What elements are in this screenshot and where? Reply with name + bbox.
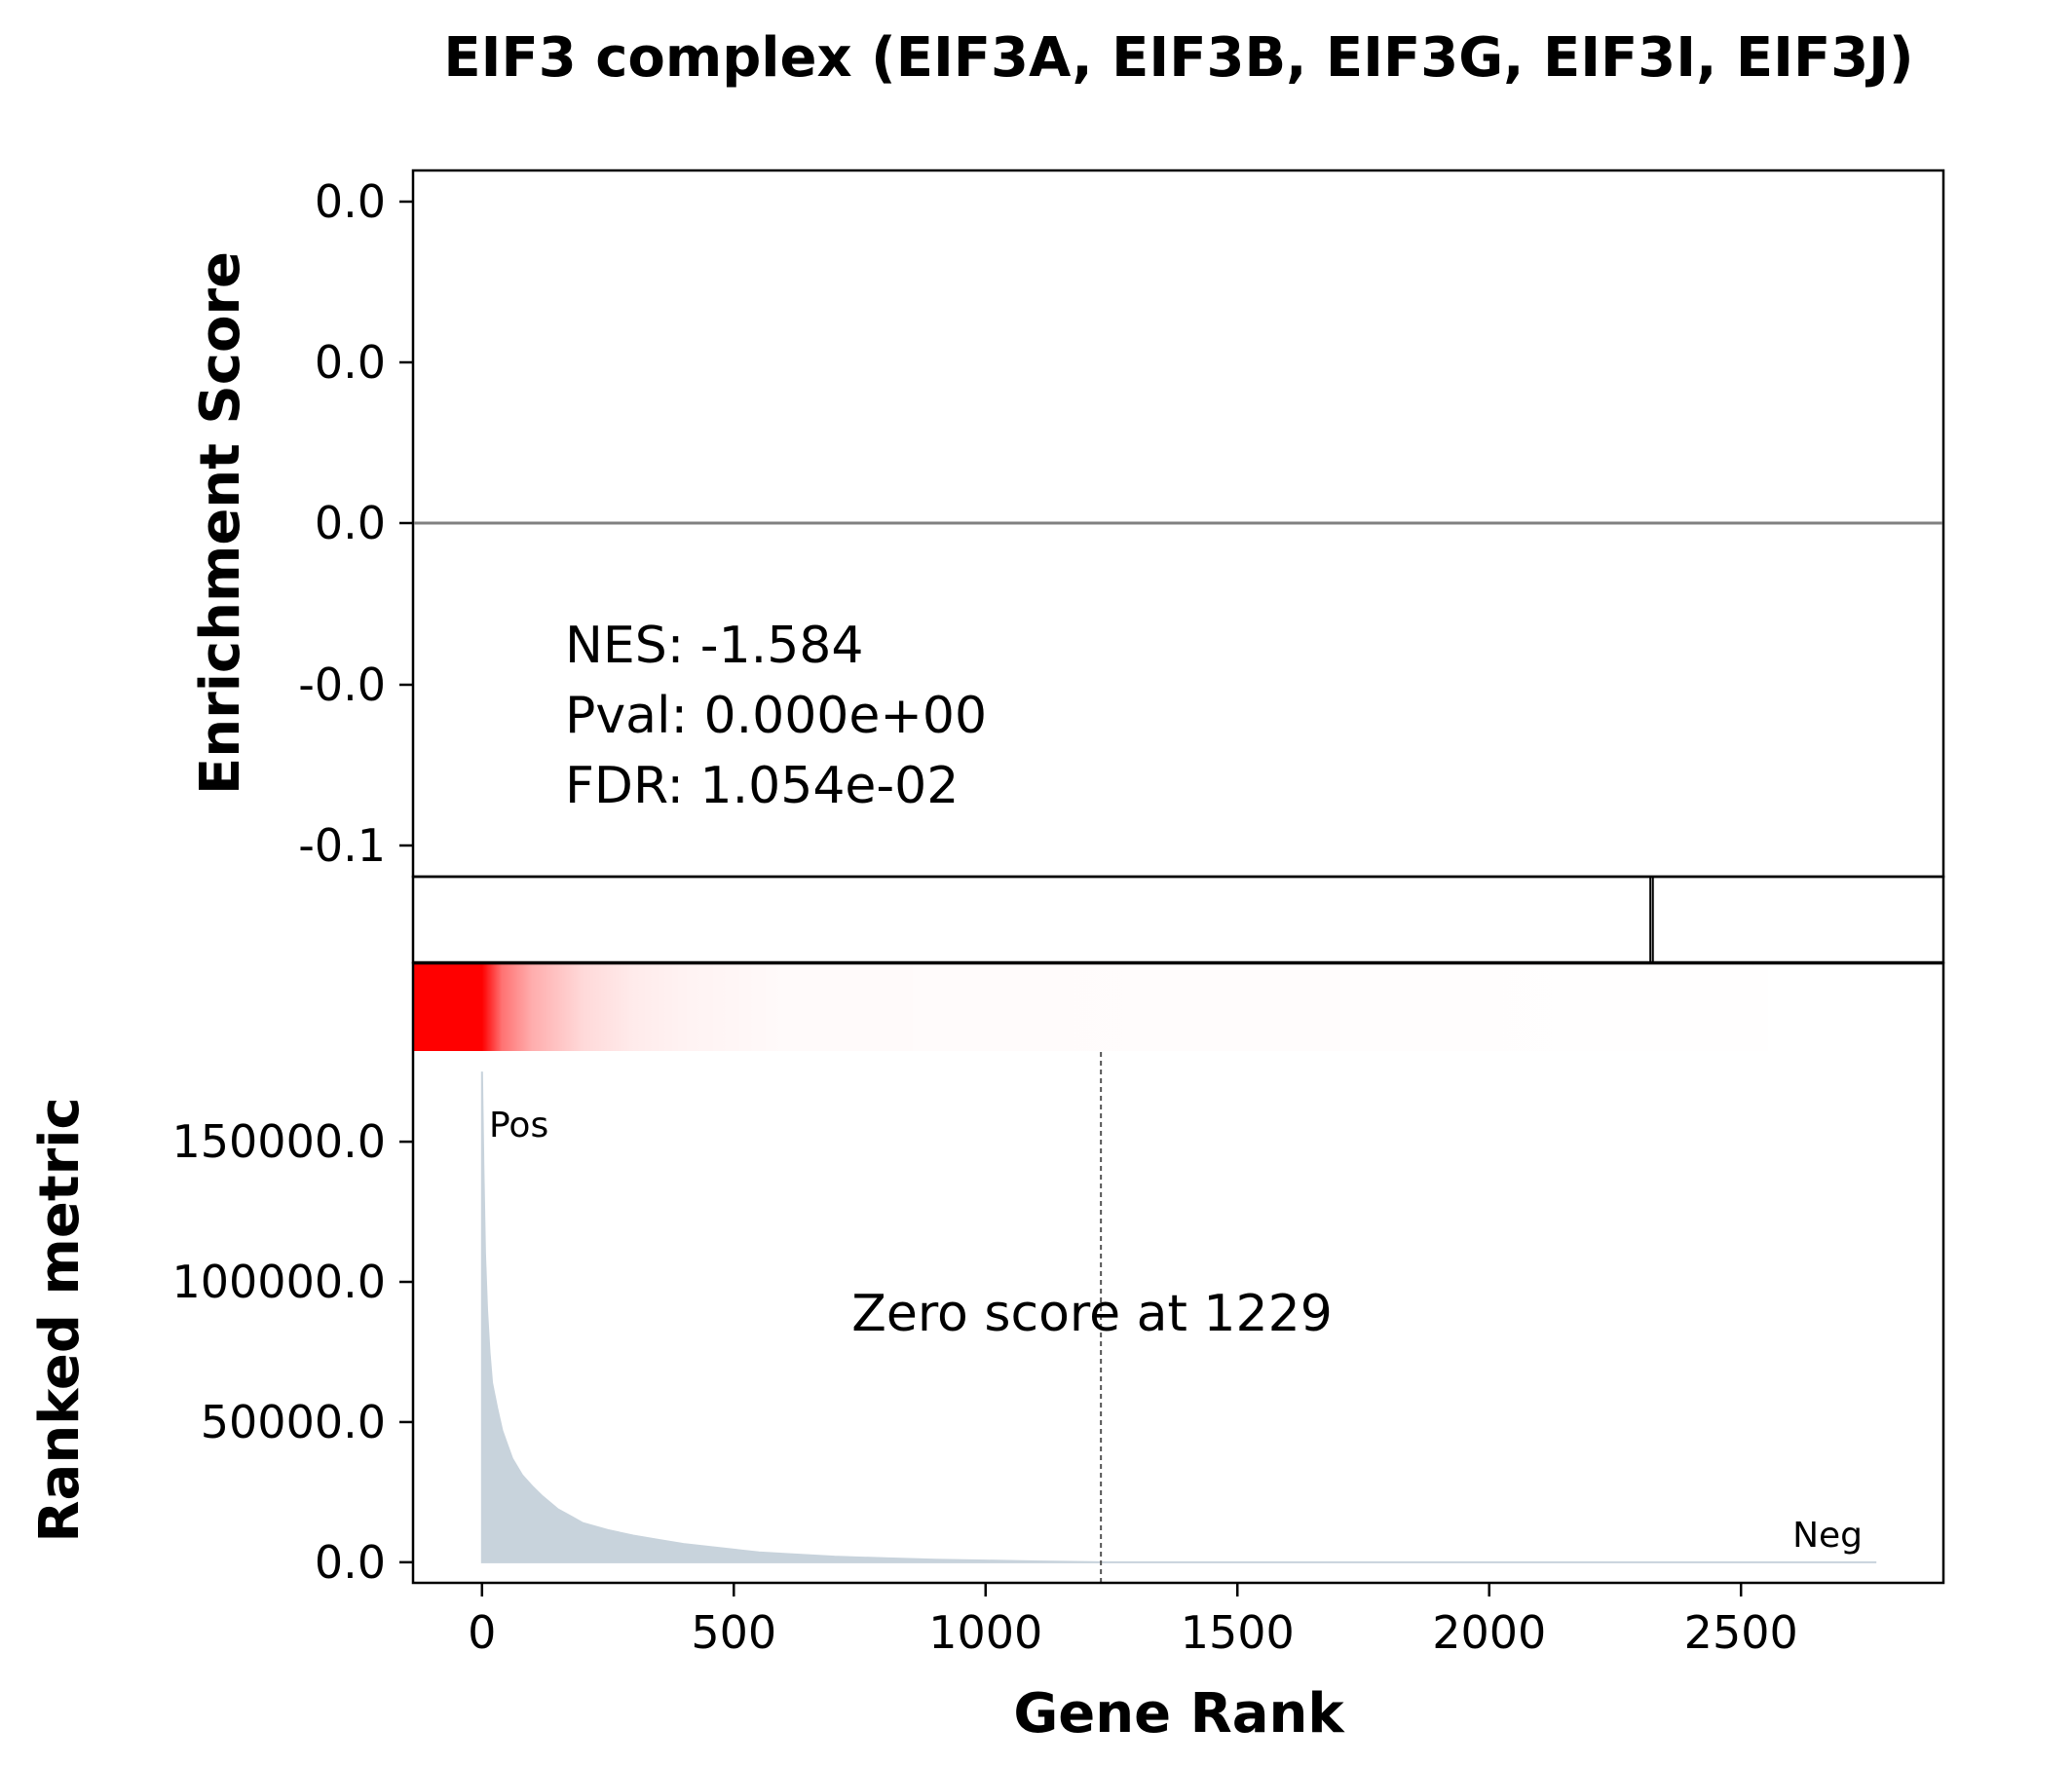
metric-panel: Zero score at 1229 Pos Neg 150000.0 10000… [28,961,1945,1589]
x-tick-label: 500 [691,1606,776,1659]
fdr-stat: FDR: 1.054e-02 [565,757,959,815]
chart-title: EIF3 complex (EIF3A, EIF3B, EIF3G, EIF3I… [443,26,1913,90]
enrichment-y-tick-label: 0.0 [315,175,386,228]
metric-y-tick-label: 100000.0 [172,1256,387,1308]
metric-panel-frame [411,961,1945,1585]
nes-stat: NES: -1.584 [565,617,863,675]
heatmap-strip [414,963,1942,1051]
enrichment-y-tick-label: -0.1 [298,819,386,872]
x-tick-label: 2000 [1432,1606,1546,1659]
neg-label: Neg [1792,1516,1863,1556]
enrichment-stats: NES: -1.584 Pval: 0.000e+00 FDR: 1.054e-… [565,617,987,815]
metric-y-tick-label: 150000.0 [172,1115,387,1168]
x-tick-label: 2500 [1684,1606,1798,1659]
enrichment-y-tick-label: 0.0 [315,497,386,549]
pval-stat: Pval: 0.000e+00 [565,687,987,745]
enrichment-y-ticks: 0.0 0.0 0.0 -0.0 -0.1 [298,175,413,872]
x-axis: 0 500 1000 1500 2000 2500 [468,1583,1798,1659]
hit-panel [411,875,1945,964]
metric-y-axis-label: Ranked metric [28,1097,92,1542]
x-tick-label: 1500 [1181,1606,1295,1659]
x-tick-label: 1000 [928,1606,1042,1659]
ranked-metric-area [480,1071,1877,1563]
enrichment-panel: 0.0 0.0 0.0 -0.0 -0.1 Enrichment Score N… [189,169,1945,879]
x-axis-label: Gene Rank [1013,1682,1345,1746]
metric-y-tick-label: 0.0 [315,1536,386,1589]
metric-y-ticks: 150000.0 100000.0 50000.0 0.0 [172,1115,413,1589]
metric-y-tick-label: 50000.0 [201,1396,386,1448]
enrichment-y-tick-label: -0.0 [298,658,386,711]
pos-label: Pos [489,1106,548,1145]
x-tick-label: 0 [468,1606,496,1659]
enrichment-y-tick-label: 0.0 [315,336,386,389]
enrichment-y-axis-label: Enrichment Score [189,251,252,795]
rank-heatmap [414,963,1942,1051]
zero-score-label: Zero score at 1229 [851,1285,1333,1343]
hit-panel-frame [411,875,1945,964]
